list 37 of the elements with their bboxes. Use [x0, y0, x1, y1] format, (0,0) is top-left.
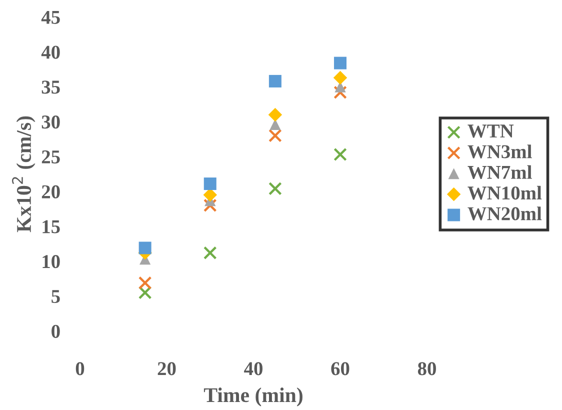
point	[204, 178, 216, 190]
legend-label: WN7ml	[468, 165, 532, 180]
legend-label: WN10ml	[468, 186, 542, 200]
y-tick-label: 30	[42, 115, 60, 129]
point	[268, 108, 282, 122]
y-tick-label: 10	[42, 255, 60, 268]
point	[268, 182, 282, 196]
point	[203, 188, 217, 202]
legend-label: WTN	[468, 124, 514, 138]
y-tick-label: 35	[42, 80, 60, 94]
point	[334, 148, 347, 162]
y-tick-label: 0	[52, 324, 60, 338]
y-tick-label: 5	[52, 290, 60, 304]
x-tick-label: 0	[76, 362, 84, 376]
legend-label: WN20ml	[468, 206, 542, 220]
x-tick-label: 40	[244, 362, 262, 376]
x-axis-title: Time (min)	[204, 388, 302, 406]
point	[333, 70, 348, 85]
point	[334, 56, 346, 70]
point	[334, 86, 347, 100]
x-tick-label: 60	[331, 362, 350, 376]
y-tick-label: 40	[41, 46, 60, 59]
point	[138, 242, 152, 254]
point	[203, 198, 217, 212]
y-tick-label: 20	[42, 185, 60, 198]
y-tick-label: 25	[42, 150, 60, 164]
point	[138, 276, 152, 290]
y-tick-label: 45	[41, 10, 60, 24]
x-tick-label: 80	[418, 362, 436, 376]
legend-label: WN3ml	[468, 144, 532, 158]
y-axis-title: Kx10$^{2}$ (cm/s)	[12, 116, 36, 232]
point	[203, 246, 217, 260]
x-tick-label: 20	[158, 362, 176, 376]
point	[138, 286, 152, 300]
point	[268, 128, 282, 142]
point	[268, 74, 282, 88]
y-tick-label: 15	[42, 220, 60, 234]
